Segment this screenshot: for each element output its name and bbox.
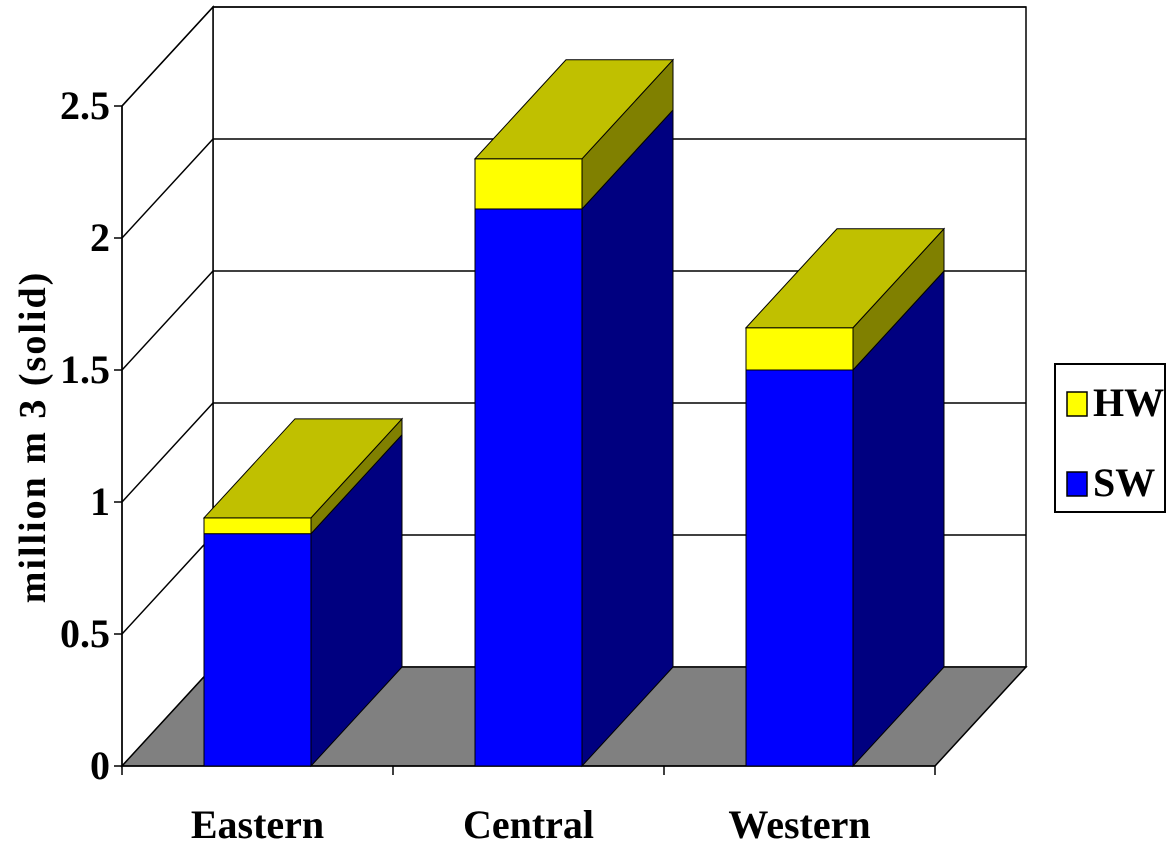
bar-group-eastern	[202, 417, 404, 768]
x-category-labels: Eastern Central Western	[191, 802, 871, 844]
legend-label-hw: HW	[1093, 380, 1164, 425]
bar-sw	[745, 369, 854, 767]
y-tick-label: 1	[90, 479, 110, 524]
gridline	[121, 270, 1026, 371]
x-category-label: Central	[463, 802, 594, 844]
bar-hw	[745, 327, 854, 371]
y-tick-label: 2	[90, 215, 110, 260]
bar-sw	[203, 533, 312, 767]
y-tick-label: 1.5	[60, 347, 110, 392]
y-tick-labels: 0 0.5 1 1.5 2 2.5	[60, 83, 110, 788]
bar-group-central	[473, 58, 675, 768]
bar-sw	[474, 208, 583, 767]
bar-top	[744, 228, 946, 329]
bar-top	[473, 59, 675, 160]
legend-label-sw: SW	[1093, 460, 1155, 505]
bar-top	[202, 418, 404, 519]
bar-sw-side	[581, 108, 674, 768]
y-axis-label: million m 3 (solid)	[12, 271, 54, 604]
gridline	[121, 6, 1026, 107]
y-tick-label: 0	[90, 743, 110, 788]
legend: HW SW	[1054, 363, 1166, 513]
legend-swatch-hw	[1066, 391, 1088, 417]
legend-swatch-sw	[1066, 471, 1088, 497]
bar-group-western	[744, 227, 946, 768]
y-tick-label: 2.5	[60, 83, 110, 128]
side-wall	[121, 5, 214, 768]
x-category-label: Western	[728, 802, 870, 844]
bars	[202, 58, 946, 768]
bar-hw	[474, 158, 583, 210]
bar-hw	[203, 517, 312, 535]
y-tick-label: 0.5	[60, 611, 110, 656]
gridline	[121, 138, 1026, 239]
x-category-label: Eastern	[191, 802, 324, 844]
